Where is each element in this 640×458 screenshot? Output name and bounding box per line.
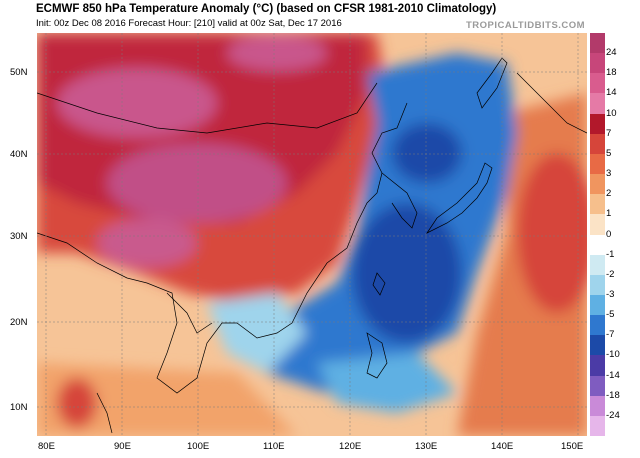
lon-label-110e: 110E xyxy=(263,441,285,452)
lon-label-150e: 150E xyxy=(561,441,584,452)
color-scale-segment xyxy=(590,415,605,437)
color-scale-segment xyxy=(590,294,605,316)
color-scale-label: 18 xyxy=(606,67,617,79)
map-header: ECMWF 850 hPa Temperature Anomaly (°C) (… xyxy=(0,0,640,32)
color-scale-label: 14 xyxy=(606,87,617,99)
color-scale-label: -18 xyxy=(606,389,620,401)
color-scale-segment xyxy=(590,53,605,74)
color-scale-label: 1 xyxy=(606,208,612,220)
color-scale-label: 7 xyxy=(606,127,612,139)
color-scale-label: 2 xyxy=(606,188,612,200)
color-scale-label: 0 xyxy=(606,228,612,240)
color-scale-segment xyxy=(590,153,605,175)
graticule xyxy=(37,33,587,436)
color-scale-segment xyxy=(590,375,605,397)
color-scale-label: 3 xyxy=(606,168,612,180)
lat-label-50n: 50N xyxy=(10,67,28,78)
anomaly-field xyxy=(37,33,587,436)
color-scale-label: -1 xyxy=(606,248,615,260)
forecast-info: Init: 00z Dec 08 2016 Forecast Hour: [21… xyxy=(36,18,342,29)
color-scale-segment xyxy=(590,395,605,417)
color-scale-segment xyxy=(590,93,605,115)
lon-label-120e: 120E xyxy=(339,441,362,452)
lon-label-90e: 90E xyxy=(114,441,131,452)
color-scale-label: -7 xyxy=(606,329,615,341)
lon-label-100e: 100E xyxy=(187,441,210,452)
color-scale-label: 10 xyxy=(606,107,617,119)
color-scale-segment xyxy=(590,194,605,215)
color-scale-segment xyxy=(590,274,605,296)
map-title: ECMWF 850 hPa Temperature Anomaly (°C) (… xyxy=(36,3,497,15)
coastlines xyxy=(37,57,587,434)
color-scale-segment xyxy=(590,133,605,155)
color-scale-segment xyxy=(590,113,605,135)
lon-label-130e: 130E xyxy=(415,441,438,452)
color-scale-label: 5 xyxy=(606,147,612,159)
color-scale-label: 24 xyxy=(606,47,617,59)
color-scale-label: -10 xyxy=(606,349,620,361)
color-scale-segment xyxy=(590,355,605,377)
color-scale-segment xyxy=(590,33,605,54)
color-scale-segment xyxy=(590,234,605,256)
lat-label-20n: 20N xyxy=(10,317,28,328)
lat-label-40n: 40N xyxy=(10,149,28,160)
color-scale-bar xyxy=(590,33,605,437)
source-watermark: TROPICALTIDBITS.COM xyxy=(466,20,586,31)
color-scale-label: -2 xyxy=(606,268,615,280)
lon-label-80e: 80E xyxy=(38,441,55,452)
color-scale-segment xyxy=(590,214,605,235)
color-scale-segment xyxy=(590,73,605,94)
lat-label-30n: 30N xyxy=(10,231,28,242)
lon-label-140e: 140E xyxy=(491,441,514,452)
color-scale-segment xyxy=(590,174,605,195)
color-scale-segment xyxy=(590,254,605,276)
color-scale-segment xyxy=(590,335,605,356)
color-scale-label: -14 xyxy=(606,369,620,381)
temperature-anomaly-map xyxy=(37,33,587,436)
color-scale-label: -24 xyxy=(606,409,620,421)
lat-label-10n: 10N xyxy=(10,402,28,413)
color-scale-segment xyxy=(590,315,605,336)
color-scale-label: -3 xyxy=(606,288,615,300)
color-scale-label: -5 xyxy=(606,309,615,321)
